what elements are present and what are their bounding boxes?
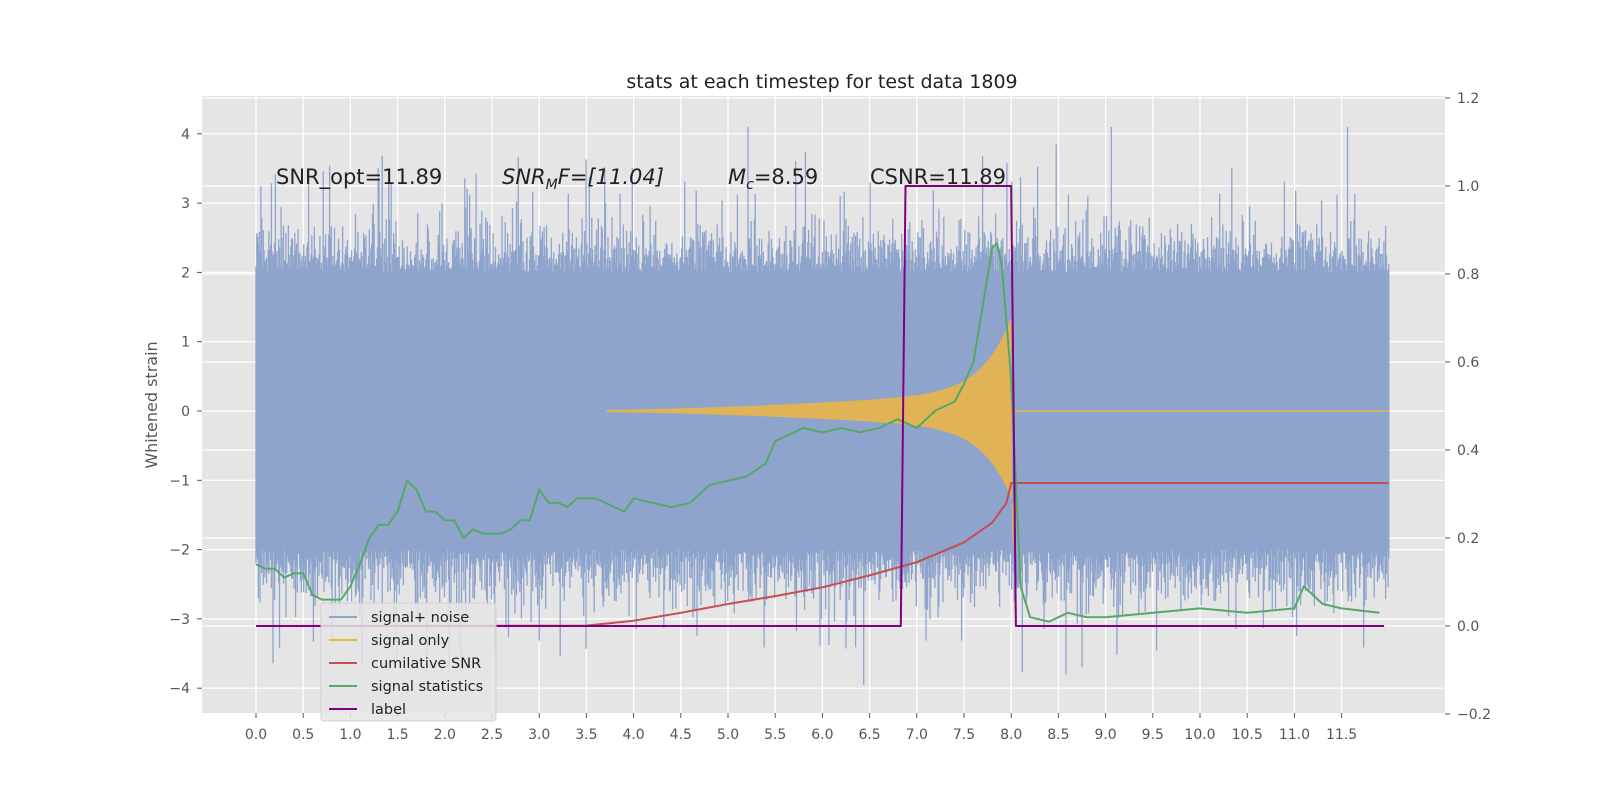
y2-tick-label: 1.0 bbox=[1457, 179, 1479, 195]
x-tick-label: 6.0 bbox=[811, 727, 833, 743]
x-tick-label: 11.5 bbox=[1326, 727, 1357, 743]
y2-tick-label: 1.2 bbox=[1457, 91, 1479, 107]
y-tick-label: 4 bbox=[181, 127, 190, 143]
y2-tick-label: 0.4 bbox=[1457, 443, 1479, 459]
x-tick-label: 7.5 bbox=[953, 727, 975, 743]
x-tick-label: 2.0 bbox=[434, 727, 456, 743]
line-series bbox=[255, 185, 1389, 627]
x-tick-label: 3.0 bbox=[528, 727, 550, 743]
y-tick-label: 2 bbox=[181, 265, 190, 281]
y-tick-label: 0 bbox=[181, 404, 190, 420]
y2-tick-label: −0.2 bbox=[1457, 707, 1491, 723]
x-tick-label: 5.0 bbox=[717, 727, 739, 743]
label-line bbox=[256, 185, 1385, 627]
annotation-snr-mf-sub: M bbox=[546, 177, 558, 193]
x-tick-label: 10.0 bbox=[1184, 727, 1215, 743]
legend-entry: signal statistics bbox=[371, 679, 483, 695]
x-tick-label: 4.0 bbox=[622, 727, 644, 743]
x-tick-label: 8.0 bbox=[1000, 727, 1022, 743]
y-tick-label: −4 bbox=[169, 681, 190, 697]
y-axis-left: 4 3 2 1 0 −1 −2 −3 −4 bbox=[169, 127, 202, 697]
legend-box bbox=[320, 602, 497, 722]
signal-statistics-line bbox=[255, 242, 1380, 623]
legend-entry: cumilative SNR bbox=[371, 656, 481, 672]
annotation-snr-mf-rest: F=[11.04] bbox=[558, 165, 664, 189]
legend-entry: label bbox=[371, 702, 406, 718]
y-tick-label: −2 bbox=[169, 543, 190, 559]
y-axis-label: Whitened strain bbox=[142, 341, 161, 468]
annotation-mc-main: M bbox=[728, 165, 746, 189]
y2-tick-label: 0.6 bbox=[1457, 355, 1479, 371]
x-tick-label: 6.5 bbox=[858, 727, 880, 743]
x-tick-label: 10.5 bbox=[1232, 727, 1263, 743]
y-tick-label: −1 bbox=[169, 473, 190, 489]
x-tick-label: 3.5 bbox=[575, 727, 597, 743]
x-tick-label: 7.0 bbox=[906, 727, 928, 743]
y-axis-right: 1.2 1.0 0.8 0.6 0.4 0.2 0.0 −0.2 bbox=[1445, 91, 1491, 723]
x-tick-label: 4.5 bbox=[670, 727, 692, 743]
legend: signal+ noise signal only cumilative SNR si… bbox=[320, 602, 497, 722]
y-tick-label: 3 bbox=[181, 196, 190, 212]
x-tick-label: 9.0 bbox=[1094, 727, 1116, 743]
annotation-snr-opt: SNR_opt=11.89 bbox=[276, 165, 442, 190]
x-tick-label: 9.5 bbox=[1142, 727, 1164, 743]
annotation-snr-mf: SNRMF=[11.04] bbox=[502, 165, 664, 193]
x-tick-label: 1.5 bbox=[386, 727, 408, 743]
annotation-snr-mf-main: SNR bbox=[502, 165, 546, 189]
x-tick-label: 5.5 bbox=[764, 727, 786, 743]
annotation-mc-rest: =8.59 bbox=[754, 165, 818, 189]
x-tick-label: 0.5 bbox=[292, 727, 314, 743]
annotation-csnr: CSNR=11.89 bbox=[870, 165, 1006, 189]
legend-entry: signal+ noise bbox=[371, 610, 469, 626]
x-tick-label: 1.0 bbox=[339, 727, 361, 743]
x-tick-label: 2.5 bbox=[481, 727, 503, 743]
y-tick-label: −3 bbox=[169, 612, 190, 628]
annotation-mc-sub: c bbox=[746, 177, 754, 193]
y2-tick-label: 0.2 bbox=[1457, 531, 1479, 547]
cumilative-snr-line bbox=[255, 482, 1389, 627]
signal-only-series bbox=[605, 317, 1389, 550]
y2-tick-label: 0.0 bbox=[1457, 619, 1479, 635]
y-tick-label: 1 bbox=[181, 335, 190, 351]
x-tick-label: 0.0 bbox=[245, 727, 267, 743]
x-tick-label: 11.0 bbox=[1279, 727, 1310, 743]
legend-entry: signal only bbox=[371, 633, 450, 649]
chart-title: stats at each timestep for test data 180… bbox=[626, 71, 1017, 93]
x-axis: 0.0 0.5 1.0 1.5 2.0 2.5 3.0 3.5 4.0 4.5 5.0 5.5 6.0 6… bbox=[245, 713, 1357, 743]
x-tick-label: 8.5 bbox=[1047, 727, 1069, 743]
annotation-mc: Mc=8.59 bbox=[728, 165, 818, 193]
y2-tick-label: 0.8 bbox=[1457, 267, 1479, 283]
